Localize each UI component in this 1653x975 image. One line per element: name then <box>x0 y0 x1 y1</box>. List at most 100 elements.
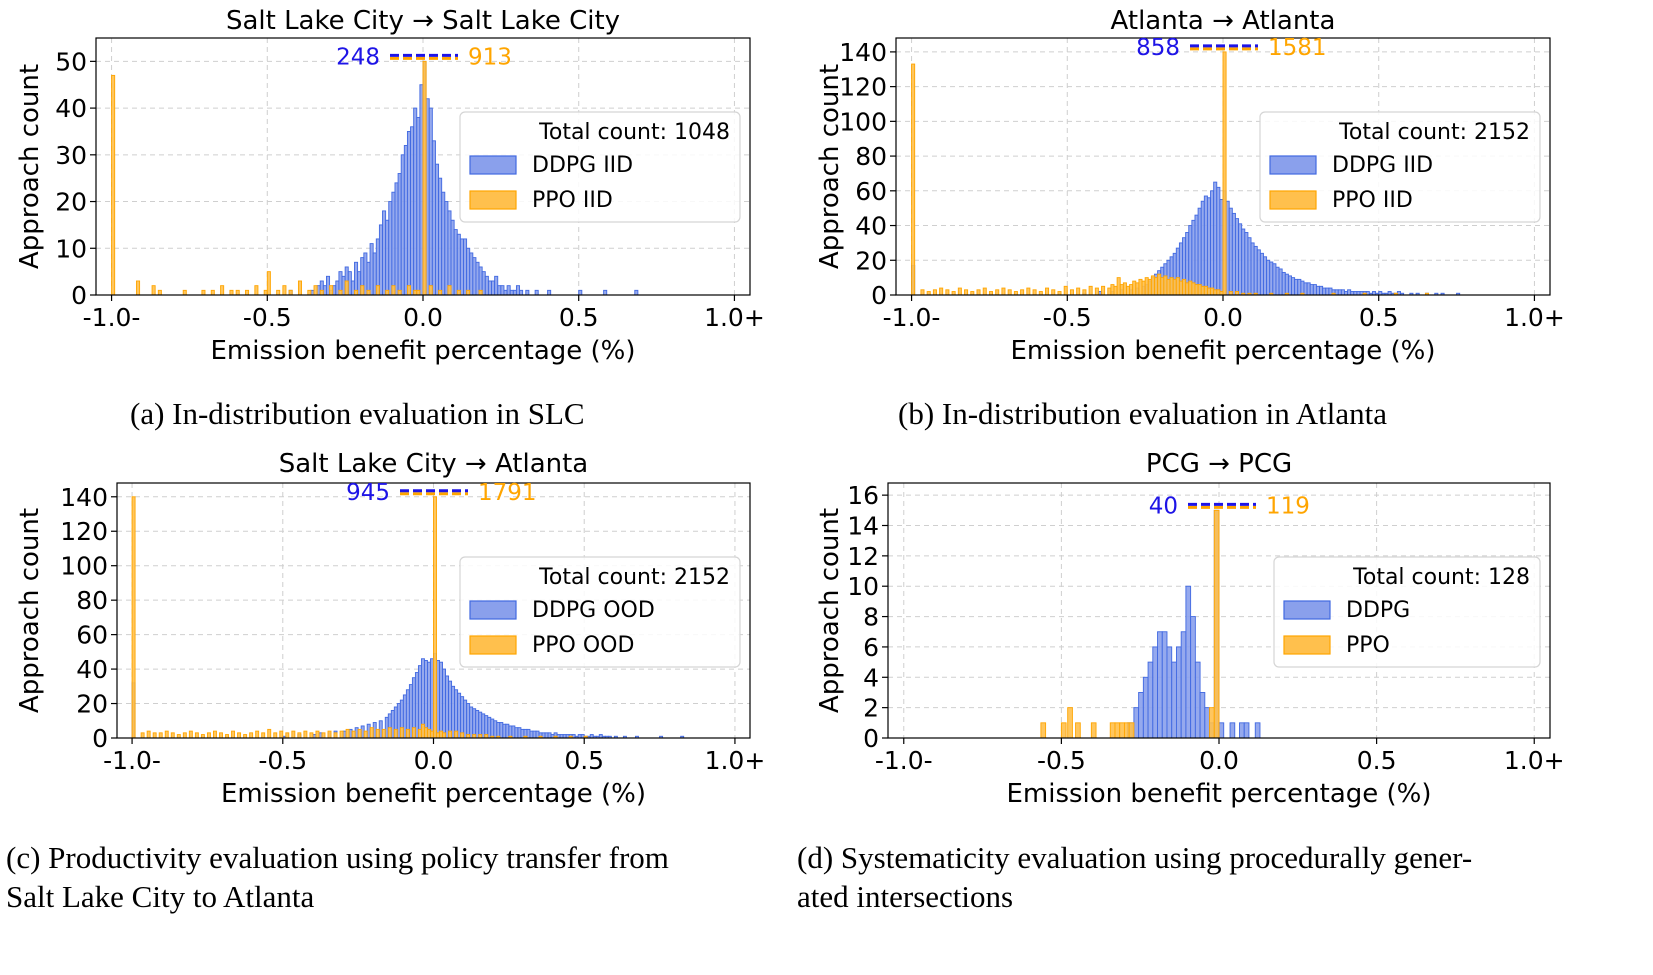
bar-ddpg <box>481 713 486 739</box>
y-tick-label: 0 <box>71 281 87 310</box>
bar-ppo <box>1119 284 1124 296</box>
bar-ddpg <box>1171 661 1177 739</box>
bar-ddpg <box>1347 289 1352 296</box>
bar-ddpg <box>357 271 362 296</box>
bar-ddpg <box>497 285 502 296</box>
bar-ddpg <box>1287 275 1292 296</box>
legend-label-0: DDPG <box>1346 598 1410 623</box>
bar-ddpg <box>413 107 418 296</box>
bar-ddpg <box>427 661 431 739</box>
bar-ddpg <box>397 173 402 296</box>
bar-ddpg <box>520 728 525 739</box>
bar-ddpg <box>1228 207 1233 296</box>
bar-ddpg <box>378 720 383 739</box>
bar-ppo <box>327 730 332 739</box>
bar-ppo <box>201 289 206 296</box>
bar-ddpg <box>372 722 377 739</box>
bar-ddpg <box>1239 722 1245 739</box>
bar-ddpg <box>1213 181 1218 296</box>
bar-ppo <box>315 730 320 739</box>
bar-ddpg <box>475 261 480 296</box>
bar-ddpg <box>1133 707 1140 739</box>
bar-ddpg <box>491 280 496 296</box>
bar-ddpg <box>1297 278 1302 296</box>
annotation-ppo-count: 1581 <box>1268 35 1327 61</box>
bar-ppo <box>276 289 281 296</box>
chart-svg: -1.0- -0.5 0.0 0.5 1.0+ 0 20 40 60 80 100 120 140 Sal… <box>15 449 765 809</box>
bar-ddpg <box>388 201 393 296</box>
bar-ppo <box>1123 722 1130 739</box>
x-tick-label: -1.0- <box>83 303 141 332</box>
legend-title: Total count: 1048 <box>538 120 730 145</box>
chart-title: Atlanta → Atlanta <box>1111 6 1336 36</box>
bar-ddpg <box>1241 228 1246 296</box>
bar-ppo <box>1126 285 1131 296</box>
bar-ppo <box>255 730 260 739</box>
bar-ppo <box>1191 282 1196 296</box>
y-tick-label: 16 <box>847 481 879 510</box>
bar-ddpg <box>1235 218 1240 296</box>
bar-ppo <box>1040 722 1047 739</box>
bar-ddpg <box>450 219 455 296</box>
bar-ddpg <box>469 252 474 296</box>
bar-ppo <box>1101 285 1106 296</box>
y-tick-label: 12 <box>847 542 879 571</box>
bar-ddpg <box>1325 287 1330 296</box>
bar-ddpg <box>466 703 471 739</box>
legend-swatch-1 <box>469 190 517 210</box>
bar-ppo <box>1163 275 1168 296</box>
bar-ddpg <box>526 728 531 739</box>
y-tick-label: 6 <box>863 633 879 662</box>
x-tick-label: -0.5 <box>1043 303 1092 332</box>
bar-ddpg <box>544 732 549 739</box>
y-tick-label: 0 <box>871 281 887 310</box>
annotation-ddpg-count: 858 <box>1136 35 1180 61</box>
bar-ddpg <box>1281 271 1286 296</box>
x-tick-label: -1.0- <box>103 746 161 775</box>
bar-ddpg <box>1229 722 1236 739</box>
bar-ddpg <box>1152 646 1158 739</box>
bar-ddpg <box>519 289 524 296</box>
bar-ddpg <box>1266 259 1271 296</box>
caption-c-line-1: (c) Productivity evaluation using policy… <box>6 840 669 875</box>
bar-ddpg <box>1210 190 1215 296</box>
bar-ppo <box>345 728 350 739</box>
x-axis-label: Emission benefit percentage (%) <box>210 336 635 366</box>
bar-ddpg <box>514 727 519 739</box>
bar-ppo <box>354 289 359 296</box>
series-1 <box>131 496 588 739</box>
legend-swatch-1 <box>469 635 517 655</box>
bar-ddpg <box>1309 284 1314 296</box>
caption-d-line-1: (d) Systematicity evaluation using proce… <box>797 840 1473 875</box>
series-0 <box>288 60 639 296</box>
bar-ppo <box>939 287 944 296</box>
x-tick-label: 1.0+ <box>704 303 765 332</box>
x-tick-label: 0.0 <box>403 303 443 332</box>
bar-ddpg <box>503 289 508 296</box>
bar-ppo <box>213 730 217 739</box>
bar-ddpg <box>382 210 387 296</box>
legend-swatch-0 <box>1269 155 1317 175</box>
x-tick-label: 0.5 <box>564 746 604 775</box>
bar-ppo <box>111 74 116 296</box>
bar-ddpg <box>363 252 368 296</box>
annotation-ddpg-count: 40 <box>1149 493 1178 519</box>
bar-ppo <box>1110 284 1115 296</box>
bar-ppo <box>344 280 349 296</box>
y-tick-label: 140 <box>839 38 887 67</box>
bar-ddpg <box>394 182 399 296</box>
y-tick-label: 0 <box>863 724 879 753</box>
bar-ddpg <box>1322 287 1327 296</box>
bar-ppo <box>1175 277 1180 296</box>
bar-ddpg <box>1259 252 1264 296</box>
bar-ddpg <box>385 219 390 296</box>
bar-ddpg <box>428 107 433 296</box>
x-tick-label: -0.5 <box>1037 746 1086 775</box>
bar-ddpg <box>417 665 422 739</box>
bar-ppo <box>146 730 151 739</box>
bar-ppo <box>433 496 437 739</box>
bar-ddpg <box>448 680 453 739</box>
bar-ppo <box>1172 278 1177 296</box>
legend-title: Total count: 2152 <box>1338 120 1530 145</box>
bar-ddpg <box>444 201 449 296</box>
